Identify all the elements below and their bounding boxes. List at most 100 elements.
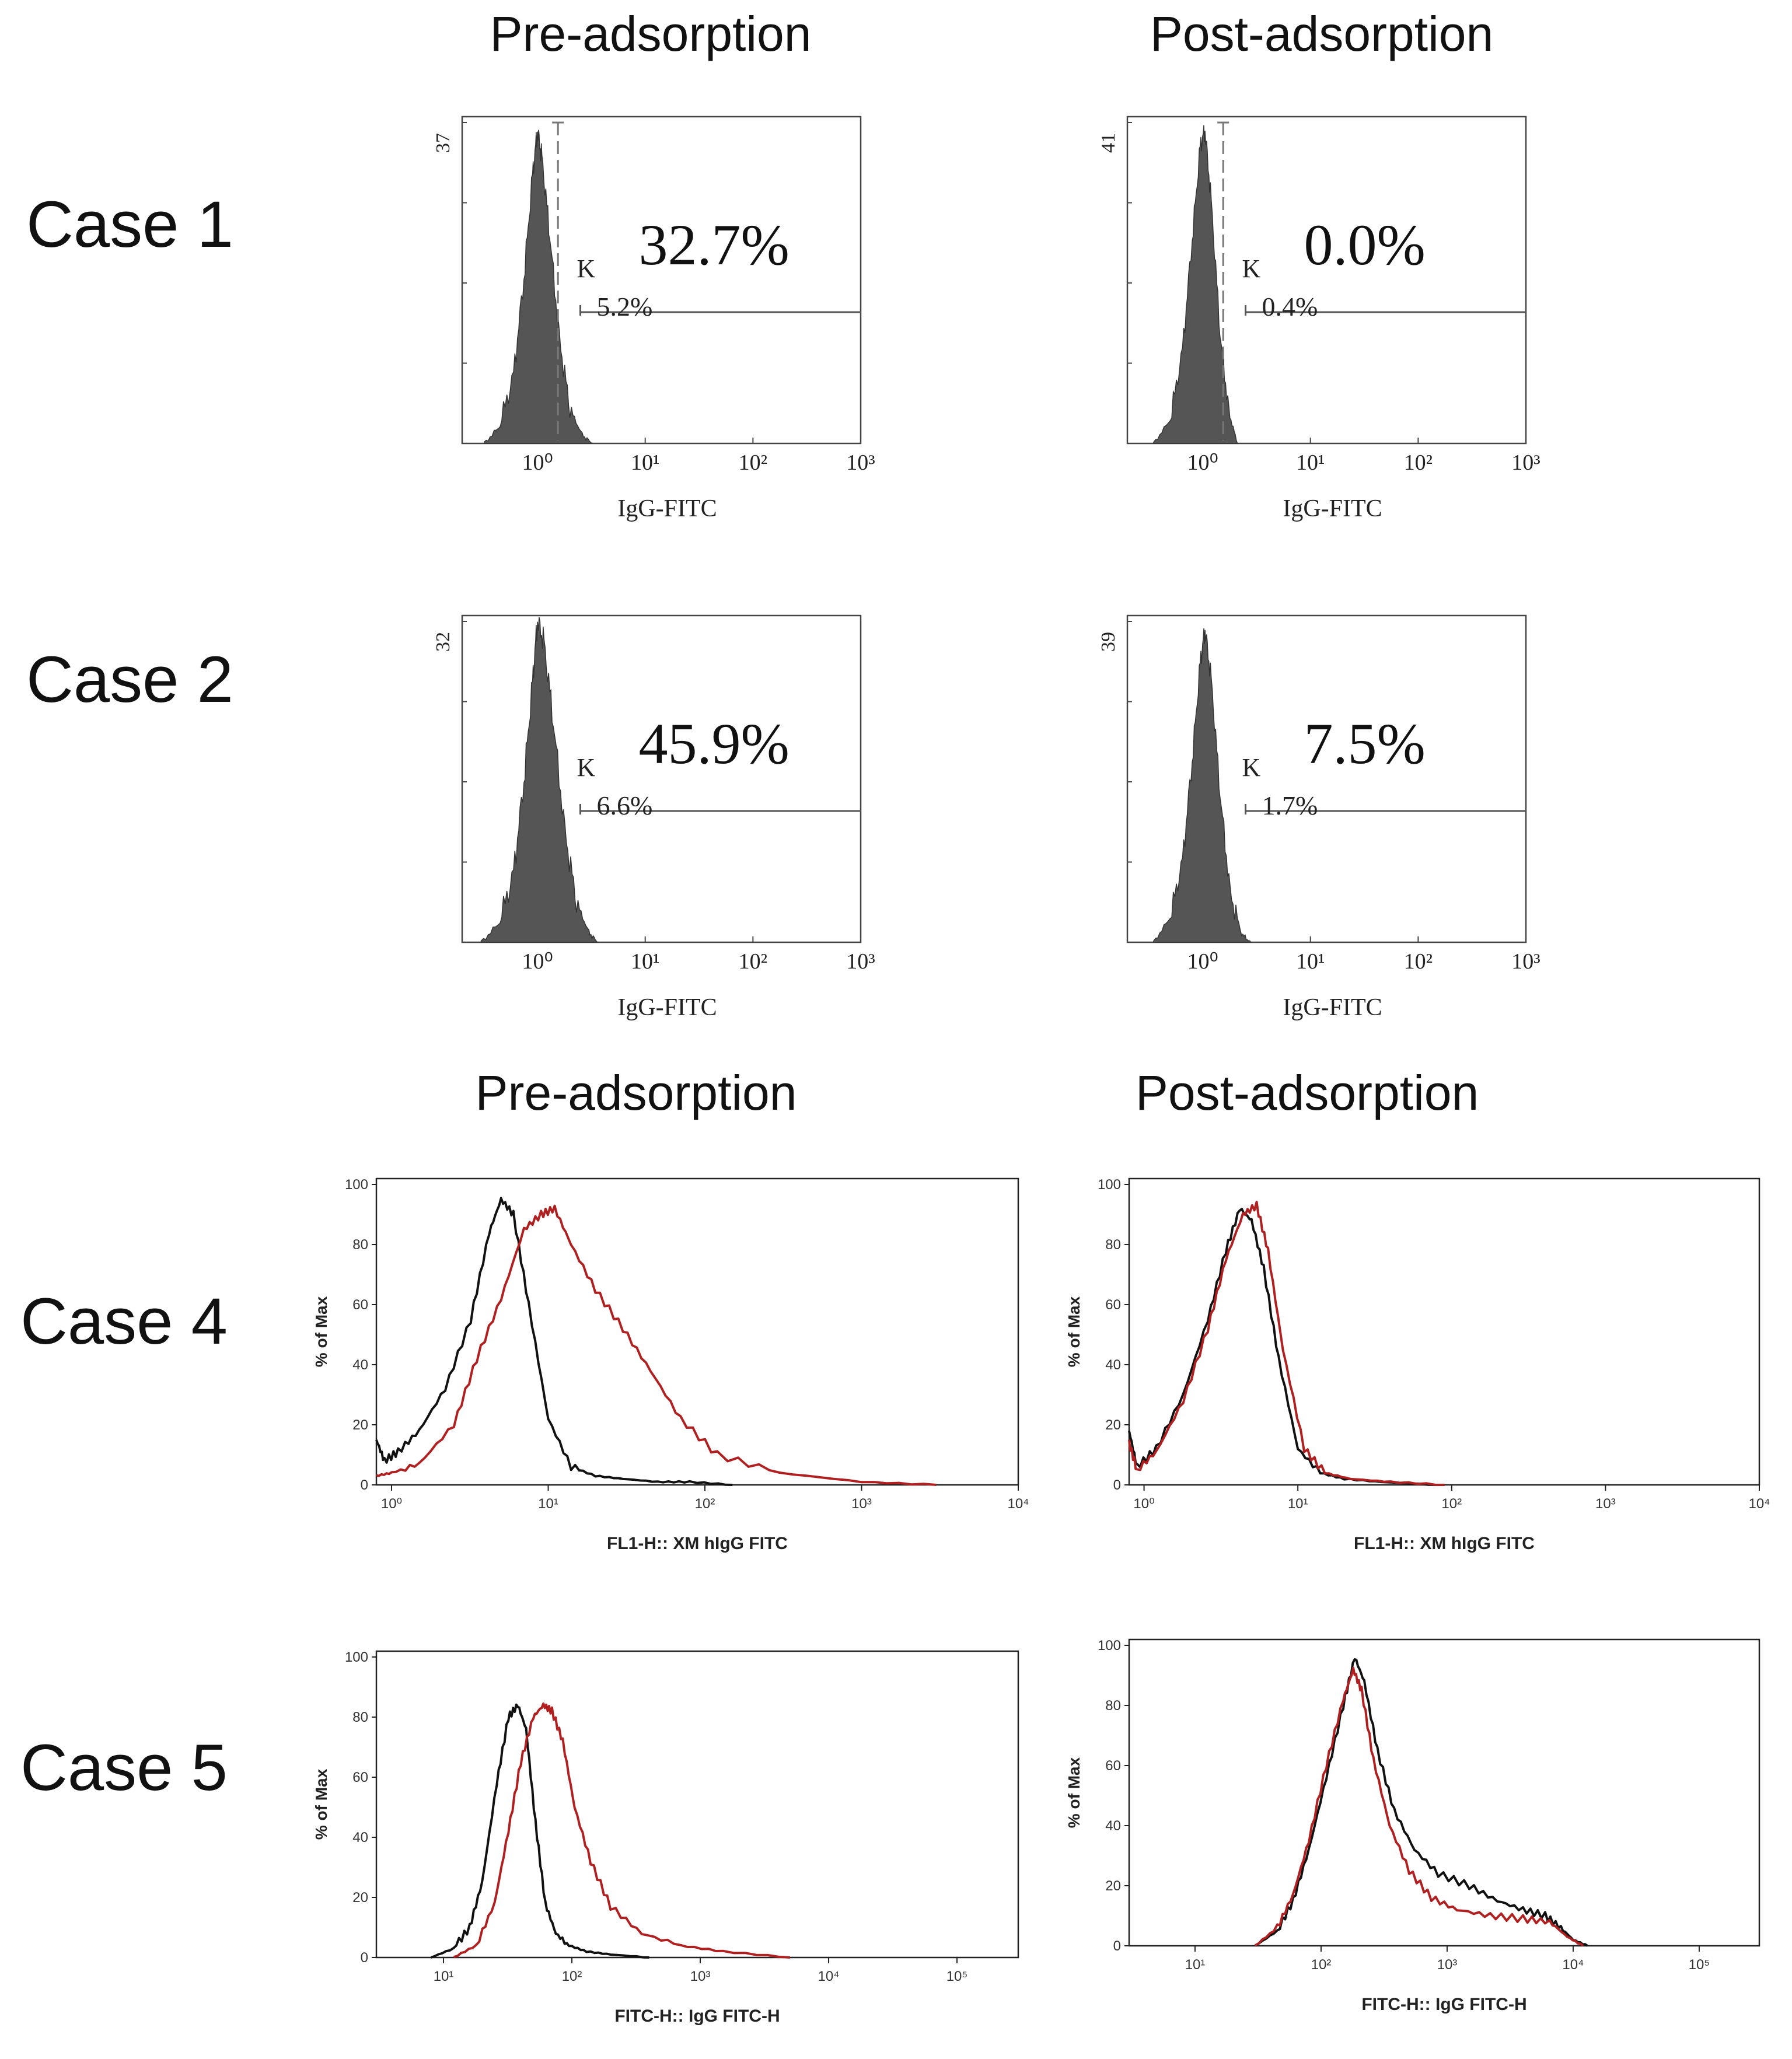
plot-frame <box>461 614 862 943</box>
y-tick-label: 0 <box>361 1477 368 1493</box>
x-tick-label: 10⁴ <box>1007 1496 1029 1512</box>
y-tick-label: 100 <box>1098 1638 1121 1654</box>
series-line-patient-serum <box>1255 1666 1584 1947</box>
x-tick-label: 10⁰ <box>1133 1496 1154 1512</box>
x-tick-label: 10⁰ <box>1187 450 1218 475</box>
series-line-control <box>1128 1208 1437 1486</box>
x-axis-label: IgG-FITC <box>617 994 717 1021</box>
x-tick-label: 10¹ <box>1185 1957 1206 1973</box>
x-tick-label: 10² <box>1404 450 1433 475</box>
overlay-case4-pre: 0 20 40 60 80 100 % of Max 10⁰ 10¹ 10² 10³ 10⁴ FL1-H… <box>312 1177 1029 1553</box>
x-tick-label: 10² <box>1404 949 1433 974</box>
case-label-1: Case 1 <box>26 188 233 261</box>
y-tick-label: 40 <box>352 1357 368 1373</box>
x-tick-label: 10¹ <box>1296 949 1325 974</box>
histogram-area <box>480 617 599 943</box>
gate-k-label: K <box>577 254 596 283</box>
y-tick-label: 60 <box>1105 1758 1121 1774</box>
x-axis-label: IgG-FITC <box>1283 994 1382 1021</box>
x-tick-label: 10² <box>739 949 767 974</box>
x-tick-label: 10⁵ <box>946 1969 968 1984</box>
overlay-case5-pre: 0 20 40 60 80 100 % of Max 10¹ 10² 10³ 10⁴ 10⁵ FITC-… <box>312 1649 1019 2026</box>
case-label-2: Case 2 <box>26 643 233 716</box>
y-tick-label: 80 <box>352 1237 368 1253</box>
x-tick-label: 10⁴ <box>1748 1496 1770 1512</box>
y-tick-label: 100 <box>345 1649 368 1665</box>
y-max-label: 37 <box>432 133 454 153</box>
x-axis-label: FITC-H:: IgG FITC-H <box>1361 1995 1526 2014</box>
gate-percent: 1.7% <box>1262 791 1318 820</box>
x-tick-label: 10² <box>562 1969 582 1984</box>
y-tick-label: 20 <box>352 1417 368 1433</box>
x-tick-label: 10³ <box>1595 1496 1616 1512</box>
gate-percent: 0.4% <box>1262 292 1318 321</box>
y-max-label: 39 <box>1098 632 1119 652</box>
histogram-area <box>1153 125 1238 444</box>
x-axis-label: FITC-H:: IgG FITC-H <box>614 2006 780 2026</box>
x-axis-label: IgG-FITC <box>1283 495 1382 522</box>
overlay-case4-post: 0 20 40 60 80 100 % of Max 10⁰ 10¹ 10² 10³ 10⁴ FL1-H… <box>1065 1177 1770 1553</box>
x-tick-label: 10² <box>739 450 767 475</box>
x-tick-label: 10¹ <box>434 1969 454 1984</box>
plot-frame <box>1128 1638 1760 1947</box>
x-tick-label: 10¹ <box>631 949 659 974</box>
big-percent: 7.5% <box>1304 711 1426 776</box>
x-tick-label: 10⁵ <box>1689 1957 1710 1973</box>
y-tick-label: 0 <box>361 1950 368 1966</box>
plot-frame <box>1126 614 1527 943</box>
case-label-4: Case 4 <box>20 1285 228 1358</box>
x-tick-label: 10¹ <box>1288 1496 1308 1512</box>
column-header-pre-top: Pre-adsorption <box>490 6 812 61</box>
x-tick-label: 10⁰ <box>1187 949 1218 974</box>
x-tick-label: 10³ <box>846 949 875 974</box>
gate-percent: 5.2% <box>597 292 653 321</box>
x-tick-label: 10² <box>695 1496 715 1512</box>
x-tick-label: 10² <box>1441 1496 1462 1512</box>
y-tick-label: 20 <box>1105 1878 1121 1894</box>
y-tick-label: 80 <box>1105 1698 1121 1714</box>
series-line-patient-serum <box>376 1204 937 1486</box>
plot-frame <box>461 116 862 445</box>
y-tick-label: 60 <box>352 1297 368 1313</box>
plot-frame <box>375 1177 1019 1486</box>
plot-frame <box>1126 116 1527 445</box>
x-tick-label: 10⁰ <box>381 1496 402 1512</box>
y-axis-label: % of Max <box>312 1296 330 1367</box>
y-tick-label: 0 <box>1113 1477 1121 1493</box>
plot-frame <box>375 1650 1019 1959</box>
y-tick-label: 80 <box>1105 1237 1121 1253</box>
x-tick-label: 10³ <box>1437 1957 1458 1973</box>
series-line-control <box>1254 1658 1588 1947</box>
y-tick-label: 40 <box>352 1830 368 1845</box>
y-max-label: 32 <box>432 632 454 652</box>
big-percent: 45.9% <box>639 711 790 776</box>
y-tick-label: 60 <box>352 1770 368 1785</box>
y-tick-label: 40 <box>1105 1818 1121 1834</box>
x-tick-label: 10¹ <box>1296 450 1325 475</box>
gate-k-label: K <box>1242 254 1261 283</box>
y-axis-label: % of Max <box>312 1768 330 1840</box>
y-tick-label: 40 <box>1105 1357 1121 1373</box>
x-tick-label: 10⁰ <box>522 450 553 475</box>
y-tick-label: 0 <box>1113 1938 1121 1954</box>
x-tick-label: 10⁴ <box>818 1969 840 1984</box>
y-axis-label: % of Max <box>1065 1296 1083 1367</box>
big-percent: 0.0% <box>1304 212 1426 277</box>
histogram-area <box>483 130 593 444</box>
series-line-patient-serum <box>1128 1201 1445 1486</box>
y-tick-label: 100 <box>1098 1177 1121 1193</box>
x-axis-label: IgG-FITC <box>617 495 717 522</box>
x-tick-label: 10¹ <box>631 450 659 475</box>
x-tick-label: 10³ <box>1511 949 1540 974</box>
x-tick-label: 10¹ <box>538 1496 558 1512</box>
x-axis-label: FL1-H:: XM hIgG FITC <box>1354 1534 1535 1553</box>
x-tick-label: 10³ <box>1511 450 1540 475</box>
y-axis-label: % of Max <box>1065 1757 1083 1828</box>
y-tick-label: 100 <box>345 1177 368 1193</box>
histogram-case2-post: 39 10⁰ 10¹ 10² 10³ K1.7% 7.5% IgG-FITC <box>1098 614 1541 1021</box>
series-line-control <box>431 1703 649 1959</box>
gate-k-label: K <box>1242 753 1261 782</box>
y-tick-label: 20 <box>1105 1417 1121 1433</box>
histogram-area <box>1153 628 1252 943</box>
x-tick-label: 10² <box>1311 1957 1332 1973</box>
